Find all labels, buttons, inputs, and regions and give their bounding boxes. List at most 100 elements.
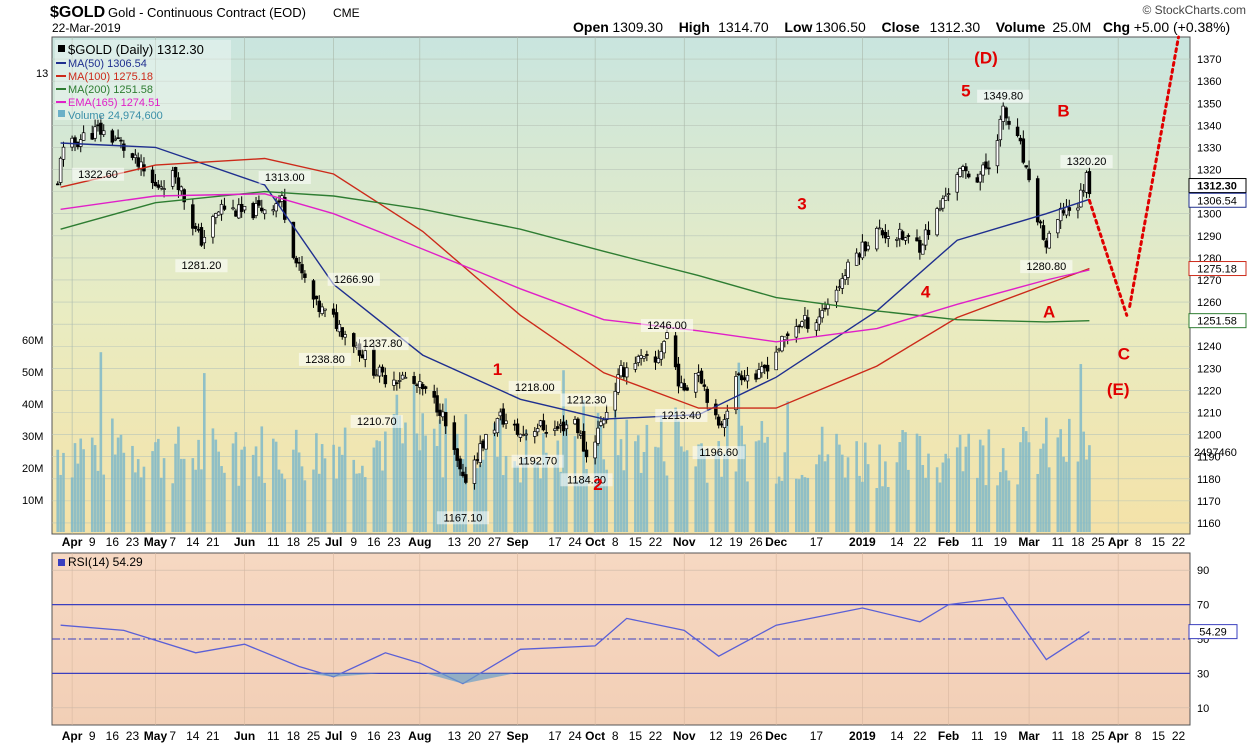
candle-body [702, 384, 707, 387]
volume-bar [283, 479, 287, 532]
annotation-bg [436, 511, 490, 525]
price-tick-label: 1200 [1197, 430, 1221, 442]
candle-body [593, 441, 597, 459]
ohlc-label: Low [784, 19, 812, 35]
brand: © StockCharts.com [1142, 3, 1246, 17]
price-badge: 1312.30 [1197, 181, 1237, 193]
candle-body [512, 423, 517, 426]
volume-bar [478, 464, 482, 532]
candle-body [340, 327, 344, 338]
candle-body [923, 229, 928, 246]
candle-body [153, 181, 158, 187]
x-tick-label: 14 [890, 535, 904, 549]
candle-body [777, 348, 781, 351]
candle-body [599, 421, 603, 426]
volume-bar [927, 453, 930, 532]
candle-body [806, 317, 810, 329]
volume-bar [622, 470, 626, 532]
chart-date: 22-Mar-2019 [52, 21, 121, 35]
price-annotation: 1192.70 [518, 456, 557, 468]
volume-bar [863, 442, 867, 532]
volume-bar [134, 472, 137, 532]
candle-body [785, 333, 790, 337]
volume-bar [113, 454, 117, 532]
candle-body [915, 237, 919, 242]
candle-body [1076, 207, 1080, 211]
price-tick-label: 1220 [1197, 385, 1221, 397]
candle-body [1004, 107, 1008, 119]
x-tick-label: Apr [62, 535, 83, 549]
volume-bar [395, 394, 399, 532]
candle-body [685, 387, 689, 391]
price-annotation: 1196.60 [699, 447, 738, 459]
volume-bar [1039, 448, 1042, 532]
volume-bar [1022, 427, 1025, 532]
price-annotation: 1167.10 [443, 512, 482, 524]
rsi-swatch [58, 559, 65, 566]
x-tick-label-bottom: Sep [507, 729, 529, 743]
x-tick-label: 18 [287, 535, 301, 549]
x-tick-label: 9 [89, 535, 96, 549]
candle-body [498, 411, 503, 417]
annotation-bg [350, 414, 403, 428]
candle-body [472, 459, 477, 484]
volume-bar [398, 415, 402, 532]
candle-body [665, 332, 669, 339]
volume-bar [455, 433, 459, 532]
ohlc-label: Chg [1103, 19, 1130, 35]
volume-bar [984, 485, 988, 532]
x-tick-label: 15 [1152, 535, 1166, 549]
volume-bar [838, 444, 841, 532]
volume-bar [363, 477, 367, 532]
candle-body [363, 350, 367, 360]
volume-bar [625, 419, 629, 532]
candle-body [938, 208, 942, 211]
candle-body [757, 369, 761, 379]
candle-body [975, 177, 980, 183]
ohlc-value: 1306.50 [815, 19, 866, 35]
x-tick-label: 20 [468, 535, 482, 549]
candle-body [81, 132, 86, 141]
volume-bar [361, 465, 364, 532]
volume-bar [99, 352, 103, 532]
volume-bar [774, 483, 778, 532]
candle-body [455, 448, 459, 461]
annotation-bg [560, 393, 613, 407]
candle-body [435, 395, 439, 413]
candle-body [515, 423, 520, 435]
price-annotation: 1218.00 [515, 382, 555, 394]
candle-body [193, 226, 198, 229]
price-annotation: 1313.00 [265, 172, 305, 184]
candle-body [343, 334, 347, 338]
volume-bar [878, 444, 881, 532]
volume-bar [312, 469, 315, 532]
candle-body [760, 366, 764, 374]
volume-bar [826, 454, 830, 532]
price-tick-label: 1240 [1197, 341, 1221, 353]
volume-bar [1042, 443, 1045, 532]
x-tick-label: Oct [585, 535, 605, 549]
volume-bar [453, 435, 456, 532]
price-tick-label: 1370 [1197, 54, 1221, 66]
candle-body [679, 382, 684, 388]
volume-bar [381, 470, 384, 532]
volume-bar [484, 439, 488, 532]
volume-bar [794, 478, 798, 532]
candle-body [1035, 178, 1040, 223]
volume-bar [476, 468, 479, 532]
volume-bar [740, 425, 743, 532]
candle-body [794, 326, 799, 338]
volume-bar [1062, 456, 1065, 532]
rsi-tick-label: 90 [1197, 565, 1209, 577]
candle-body [303, 273, 307, 278]
volume-bar [79, 438, 83, 532]
volume-bar [93, 445, 97, 532]
volume-bar [191, 458, 195, 532]
volume-bar [967, 433, 971, 532]
price-annotation: 1280.80 [1026, 261, 1066, 273]
volume-bar [352, 459, 356, 532]
candle-body [676, 363, 681, 387]
candle-body [199, 227, 204, 246]
x-tick-label-bottom: Aug [408, 729, 431, 743]
